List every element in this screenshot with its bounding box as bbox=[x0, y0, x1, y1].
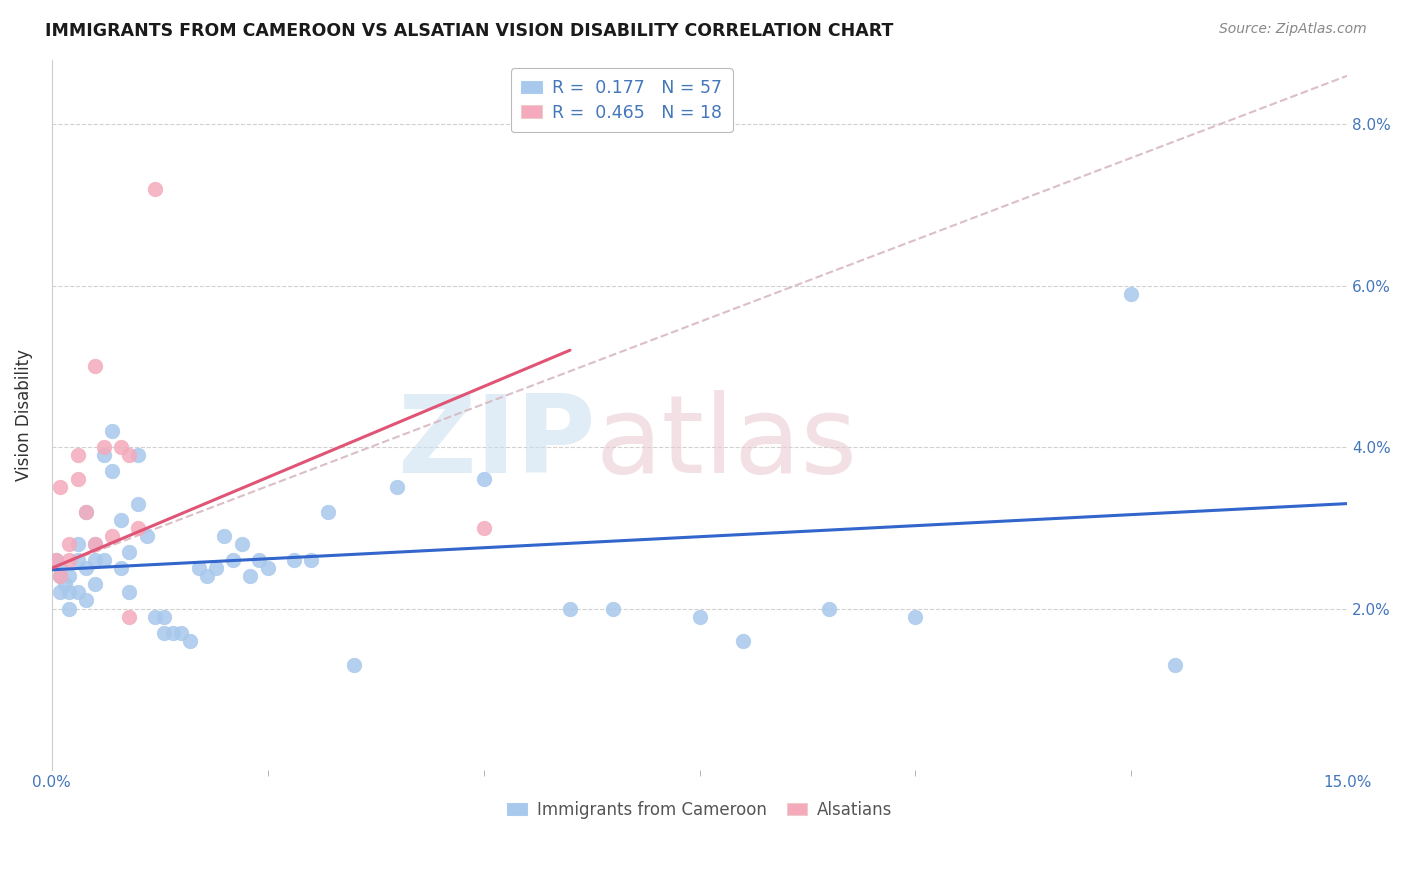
Point bbox=[49, 569, 72, 583]
Point bbox=[66, 585, 89, 599]
Point bbox=[75, 505, 97, 519]
Point bbox=[75, 561, 97, 575]
Point bbox=[187, 561, 209, 575]
Point bbox=[118, 609, 141, 624]
Point bbox=[58, 553, 80, 567]
Point bbox=[214, 529, 236, 543]
Point bbox=[84, 359, 107, 374]
Point bbox=[75, 593, 97, 607]
Point bbox=[162, 625, 184, 640]
Point bbox=[135, 529, 157, 543]
Point bbox=[58, 601, 80, 615]
Point bbox=[127, 448, 149, 462]
Point bbox=[84, 537, 107, 551]
Point bbox=[602, 601, 624, 615]
Legend: Immigrants from Cameroon, Alsatians: Immigrants from Cameroon, Alsatians bbox=[501, 794, 898, 826]
Point bbox=[101, 529, 124, 543]
Point bbox=[66, 553, 89, 567]
Text: IMMIGRANTS FROM CAMEROON VS ALSATIAN VISION DISABILITY CORRELATION CHART: IMMIGRANTS FROM CAMEROON VS ALSATIAN VIS… bbox=[45, 22, 893, 40]
Point bbox=[316, 505, 339, 519]
Point bbox=[45, 553, 67, 567]
Point bbox=[49, 569, 72, 583]
Point bbox=[472, 521, 495, 535]
Point bbox=[247, 553, 270, 567]
Point bbox=[205, 561, 228, 575]
Point bbox=[239, 569, 262, 583]
Point bbox=[93, 553, 115, 567]
Point bbox=[118, 448, 141, 462]
Point bbox=[118, 585, 141, 599]
Point bbox=[66, 537, 89, 551]
Point bbox=[283, 553, 305, 567]
Point bbox=[145, 182, 167, 196]
Point bbox=[472, 472, 495, 486]
Point bbox=[299, 553, 322, 567]
Point bbox=[904, 609, 927, 624]
Point bbox=[93, 448, 115, 462]
Point bbox=[195, 569, 218, 583]
Point bbox=[84, 577, 107, 591]
Point bbox=[558, 601, 581, 615]
Point bbox=[101, 424, 124, 438]
Point bbox=[343, 658, 366, 673]
Point bbox=[45, 553, 67, 567]
Point bbox=[256, 561, 278, 575]
Text: Source: ZipAtlas.com: Source: ZipAtlas.com bbox=[1219, 22, 1367, 37]
Point bbox=[75, 505, 97, 519]
Point bbox=[127, 497, 149, 511]
Point bbox=[66, 448, 89, 462]
Point bbox=[689, 609, 711, 624]
Point bbox=[66, 472, 89, 486]
Point bbox=[58, 537, 80, 551]
Point bbox=[731, 633, 754, 648]
Point bbox=[53, 577, 76, 591]
Text: atlas: atlas bbox=[596, 390, 858, 496]
Point bbox=[153, 625, 176, 640]
Point bbox=[145, 609, 167, 624]
Point bbox=[101, 464, 124, 478]
Y-axis label: Vision Disability: Vision Disability bbox=[15, 349, 32, 481]
Point bbox=[127, 521, 149, 535]
Point bbox=[231, 537, 253, 551]
Point bbox=[110, 513, 132, 527]
Point bbox=[49, 561, 72, 575]
Point bbox=[58, 585, 80, 599]
Point bbox=[179, 633, 201, 648]
Point bbox=[93, 440, 115, 454]
Point bbox=[222, 553, 245, 567]
Point bbox=[818, 601, 841, 615]
Text: ZIP: ZIP bbox=[398, 390, 596, 496]
Point bbox=[170, 625, 193, 640]
Point bbox=[49, 480, 72, 494]
Point bbox=[153, 609, 176, 624]
Point bbox=[58, 569, 80, 583]
Point bbox=[49, 585, 72, 599]
Point bbox=[387, 480, 409, 494]
Point bbox=[1163, 658, 1185, 673]
Point bbox=[84, 537, 107, 551]
Point bbox=[118, 545, 141, 559]
Point bbox=[1121, 286, 1143, 301]
Point bbox=[84, 553, 107, 567]
Point bbox=[110, 440, 132, 454]
Point bbox=[110, 561, 132, 575]
